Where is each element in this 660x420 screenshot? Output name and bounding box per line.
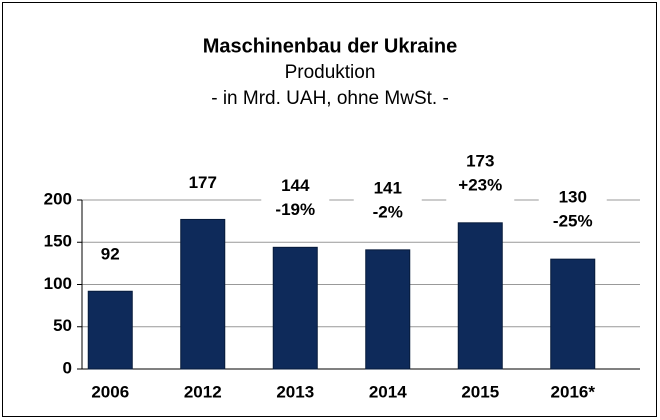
- bar: [87, 290, 133, 370]
- data-label: 173: [466, 151, 494, 170]
- change-label: -2%: [373, 202, 403, 221]
- data-label: 141: [374, 178, 402, 197]
- bar: [550, 258, 596, 370]
- bar: [457, 222, 503, 370]
- y-tick-label: 50: [53, 316, 72, 335]
- data-label: 130: [559, 188, 587, 207]
- y-tick-label: 100: [44, 274, 72, 293]
- x-tick-label: 2006: [91, 382, 129, 401]
- chart-title: Maschinenbau der Ukraine: [203, 35, 458, 57]
- data-label: 144: [281, 176, 310, 195]
- data-label: 177: [189, 173, 217, 192]
- bar: [272, 246, 318, 370]
- label-background: [353, 175, 422, 230]
- y-tick-label: 150: [44, 232, 72, 251]
- x-tick-label: 2016*: [551, 382, 596, 401]
- change-label: -19%: [275, 200, 315, 219]
- label-background: [538, 185, 607, 240]
- bar: [365, 249, 411, 370]
- x-tick-label: 2013: [276, 382, 314, 401]
- label-background: [446, 148, 515, 203]
- x-tick-label: 2012: [184, 382, 222, 401]
- label-background: [178, 171, 227, 196]
- y-tick-label: 0: [63, 358, 72, 377]
- chart-subtitle: - in Mrd. UAH, ohne MwSt. -: [211, 88, 449, 109]
- chart-subtitle: Produktion: [285, 62, 376, 83]
- change-label: +23%: [458, 175, 502, 194]
- x-tick-label: 2015: [461, 382, 499, 401]
- label-background: [86, 243, 135, 268]
- x-tick-label: 2014: [369, 382, 407, 401]
- label-background: [261, 173, 330, 228]
- change-label: -25%: [553, 212, 593, 231]
- y-tick-label: 200: [44, 189, 72, 208]
- data-label: 92: [101, 245, 120, 264]
- bar: [180, 218, 226, 370]
